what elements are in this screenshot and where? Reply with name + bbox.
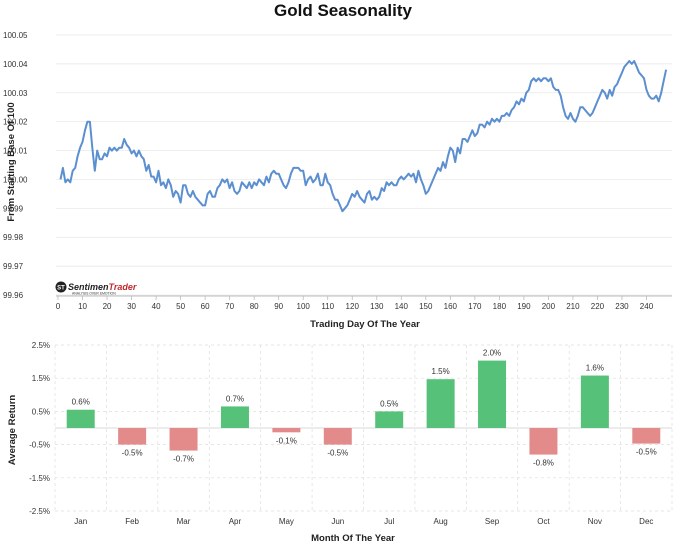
bar-data-label: 1.6% [586, 364, 604, 373]
bar-x-tick-label: Aug [434, 517, 448, 526]
bar-x-tick-label: Dec [639, 517, 653, 526]
line-y-tick-label: 100.00 [3, 175, 28, 184]
bar-sep [478, 360, 507, 428]
bar-data-labels: 0.6% -0.5% -0.7% 0.7% -0.1% -0.5% 0.5% 1.5% 2.0%… [72, 349, 657, 468]
line-y-tick-label: 100.04 [3, 60, 28, 69]
bar-series-group [66, 360, 661, 455]
line-y-axis-title: From Starting Base Of 100 [6, 102, 17, 221]
bar-data-label: 1.5% [432, 367, 450, 376]
bar-x-tick-labels: Jan Feb Mar Apr May Jun Jul Aug Sep Oct Nov Dec [74, 517, 653, 526]
bar-data-label: 2.0% [483, 349, 501, 358]
bar-data-label: -0.5% [636, 448, 657, 457]
bar-dec [632, 428, 661, 444]
line-chart-grid [56, 34, 672, 296]
bar-x-tick-label: Jul [384, 517, 394, 526]
line-x-tick-label: 160 [444, 302, 458, 311]
line-y-tick-label: 99.96 [3, 291, 24, 300]
bar-chart-grid [54, 344, 673, 512]
gold-seasonality-line [59, 60, 668, 213]
line-y-tick-label: 99.98 [3, 233, 24, 242]
logo-tagline: ANALYSIS OVER EMOTION [72, 292, 116, 296]
bar-aug [426, 379, 455, 428]
line-x-tick-label: 170 [468, 302, 482, 311]
bar-data-label: 0.6% [72, 398, 90, 407]
line-y-tick-label: 99.99 [3, 204, 24, 213]
bar-data-label: -0.5% [122, 449, 143, 458]
line-y-tick-label: 99.97 [3, 262, 24, 271]
bar-y-tick-labels: 2.5% 1.5% 0.5% -0.5% -1.5% -2.5% [29, 341, 50, 516]
line-y-tick-label: 100.02 [3, 118, 28, 127]
bar-y-tick-label: -1.5% [29, 474, 50, 483]
line-x-tick-label: 200 [542, 302, 556, 311]
bar-may [272, 428, 301, 433]
bar-mar [169, 428, 198, 451]
bar-data-label: -0.5% [327, 449, 348, 458]
line-x-tick-label: 80 [250, 302, 259, 311]
bar-oct [529, 428, 558, 455]
line-x-tick-label: 190 [517, 302, 531, 311]
bar-x-tick-label: May [279, 517, 294, 526]
bar-data-label: -0.8% [533, 459, 554, 468]
line-x-tick-label: 0 [56, 302, 61, 311]
bar-feb [118, 428, 147, 445]
chart-title: Gold Seasonality [274, 1, 412, 20]
bar-data-label: -0.1% [276, 436, 297, 445]
line-x-tick-labels: 0 10 20 30 40 50 60 70 80 90 100 110 120 130 140 150 160… [56, 296, 654, 311]
bar-jan [66, 409, 95, 428]
bar-x-tick-label: Sep [485, 517, 500, 526]
line-x-tick-label: 30 [127, 302, 136, 311]
line-y-tick-label: 100.01 [3, 147, 28, 156]
bar-data-label: -0.7% [173, 455, 194, 464]
logo-wordmark: SentimenTrader [68, 282, 137, 292]
logo-badge-icon [55, 281, 67, 293]
line-y-tick-labels: 100.05 100.04 100.03 100.02 100.01 100.00 99.9… [3, 31, 28, 300]
line-y-tick-label: 100.05 [3, 31, 28, 40]
bar-x-tick-label: Nov [588, 517, 602, 526]
line-x-tick-label: 120 [346, 302, 360, 311]
bar-y-tick-label: 0.5% [32, 407, 50, 416]
line-x-tick-label: 70 [225, 302, 234, 311]
bar-x-tick-label: Jun [331, 517, 344, 526]
sentimentrader-logo: ST SentimenTrader ANALYSIS OVER EMOTION [55, 281, 137, 296]
line-x-tick-label: 210 [566, 302, 580, 311]
bar-jun [323, 428, 352, 445]
line-x-tick-label: 20 [103, 302, 112, 311]
bar-apr [220, 406, 249, 428]
bar-y-axis-title: Average Return [7, 395, 18, 466]
line-x-tick-label: 50 [176, 302, 185, 311]
line-x-tick-label: 110 [321, 302, 334, 311]
line-y-tick-label: 100.03 [3, 89, 28, 98]
line-x-tick-label: 180 [493, 302, 507, 311]
bar-x-tick-label: Jan [74, 517, 87, 526]
bar-nov [580, 375, 609, 428]
line-x-tick-label: 150 [419, 302, 433, 311]
bar-x-tick-label: Oct [537, 517, 550, 526]
line-x-tick-label: 60 [201, 302, 210, 311]
bar-y-tick-label: -2.5% [29, 507, 50, 516]
bar-jul [375, 411, 404, 428]
bar-y-tick-label: 2.5% [32, 341, 50, 350]
bar-x-tick-label: Apr [229, 517, 242, 526]
bar-x-axis-title: Month Of The Year [311, 533, 395, 544]
logo-badge-text: ST [57, 286, 65, 292]
bar-data-label: 0.5% [380, 399, 398, 408]
line-x-axis-title: Trading Day Of The Year [310, 319, 420, 330]
bar-y-tick-label: -0.5% [29, 441, 50, 450]
bar-data-label: 0.7% [226, 394, 244, 403]
line-x-tick-label: 100 [297, 302, 311, 311]
line-x-tick-label: 220 [591, 302, 605, 311]
bar-y-tick-label: 1.5% [32, 374, 50, 383]
line-series-group [59, 60, 668, 213]
line-x-tick-label: 40 [152, 302, 161, 311]
line-x-tick-label: 10 [78, 302, 87, 311]
bar-x-tick-label: Mar [177, 517, 191, 526]
line-x-tick-label: 140 [395, 302, 409, 311]
line-x-tick-label: 130 [370, 302, 384, 311]
line-x-tick-label: 90 [274, 302, 283, 311]
line-x-tick-label: 230 [615, 302, 629, 311]
bar-x-tick-label: Feb [125, 517, 139, 526]
line-x-tick-label: 240 [640, 302, 654, 311]
